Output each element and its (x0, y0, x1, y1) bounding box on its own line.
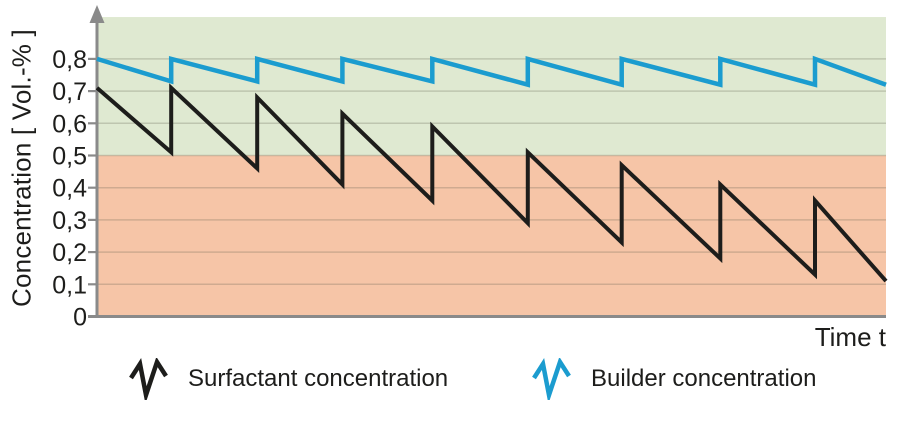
background-zone (97, 17, 886, 156)
legend-item-surfactant: Surfactant concentration (128, 354, 448, 404)
legend-label-surfactant: Surfactant concentration (188, 365, 449, 392)
surfactant-line (95, 83, 888, 283)
surfactant-sawtooth-icon (129, 358, 168, 400)
y-tick-label: 0,3 (52, 207, 87, 235)
y-tick-label: 0,1 (52, 271, 87, 299)
y-tick-label: 0,2 (52, 239, 87, 267)
y-tick-label: 0,6 (52, 110, 87, 138)
builder-sawtooth-icon (532, 358, 571, 400)
background-zone (97, 155, 886, 317)
y-tick-label: 0,5 (52, 143, 87, 171)
legend-label-builder: Builder concentration (591, 365, 817, 392)
chart-svg: 0 0,1 0,2 0,3 0,4 0,5 0,6 0,7 0,8 (52, 5, 888, 332)
y-tick-label: 0,4 (52, 175, 87, 203)
y-axis-arrow-icon (89, 5, 105, 23)
y-tick-label: 0 (73, 304, 87, 332)
builder-line (96, 55, 887, 88)
y-tick-label: 0,8 (52, 46, 87, 74)
chart-area: 0 0,1 0,2 0,3 0,4 0,5 0,6 0,7 0,8 (52, 5, 888, 332)
legend: Surfactant concentration Builder concent… (0, 352, 912, 412)
y-tick-label: 0,7 (52, 78, 87, 106)
x-axis-title: Time t (814, 322, 886, 352)
legend-item-builder: Builder concentration (531, 354, 816, 404)
y-axis-title: Concentration [ Vol.-% ] (6, 29, 37, 307)
